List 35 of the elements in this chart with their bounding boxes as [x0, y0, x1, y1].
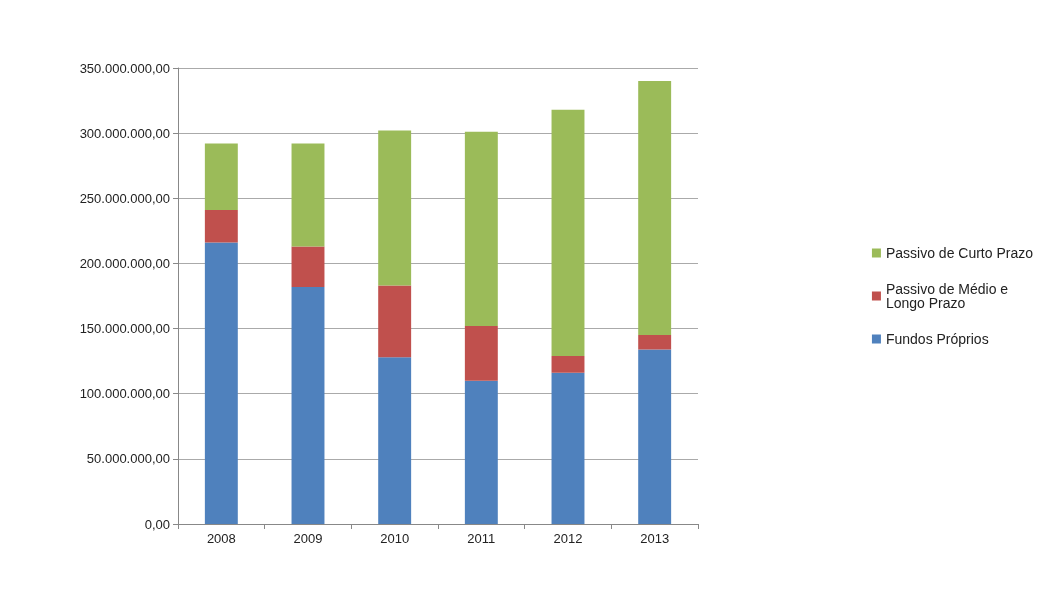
bar [291, 246, 325, 287]
legend-label: Passivo de Curto Prazo [885, 245, 1034, 261]
bar [464, 131, 498, 326]
bar [291, 143, 325, 247]
x-tick-label: 2011 [467, 531, 496, 546]
y-tick-label: 300.000.000,00 [79, 125, 170, 141]
bar [551, 372, 585, 524]
x-tick-label: 2008 [206, 531, 236, 546]
y-tick-label: 350.000.000,00 [79, 60, 170, 76]
x-tick-label: 2009 [293, 531, 323, 546]
legend-label: Fundos Próprios [885, 331, 989, 347]
y-tick-label: 100.000.000,00 [79, 386, 170, 402]
bar [638, 349, 672, 524]
y-tick-label: 0,00 [144, 516, 170, 532]
legend-label: Passivo de Médio e Longo Prazo [885, 281, 1013, 311]
bar [638, 335, 672, 350]
bar [464, 380, 498, 524]
bar [638, 81, 672, 336]
bar [204, 242, 238, 524]
bar [551, 355, 585, 373]
x-tick-label: 2013 [640, 531, 670, 546]
bar [204, 210, 238, 243]
x-tick-label: 2010 [380, 531, 410, 546]
bar [204, 143, 238, 211]
y-tick-label: 200.000.000,00 [79, 255, 170, 271]
y-tick-label: 150.000.000,00 [79, 321, 170, 337]
bar [464, 325, 498, 381]
bar [378, 130, 412, 286]
y-tick-label: 50.000.000,00 [86, 451, 170, 467]
x-tick-label: 2012 [553, 531, 583, 546]
bar [378, 357, 412, 524]
bar [291, 286, 325, 524]
y-tick-label: 250.000.000,00 [79, 190, 170, 206]
bar [551, 109, 585, 356]
bar [378, 285, 412, 358]
